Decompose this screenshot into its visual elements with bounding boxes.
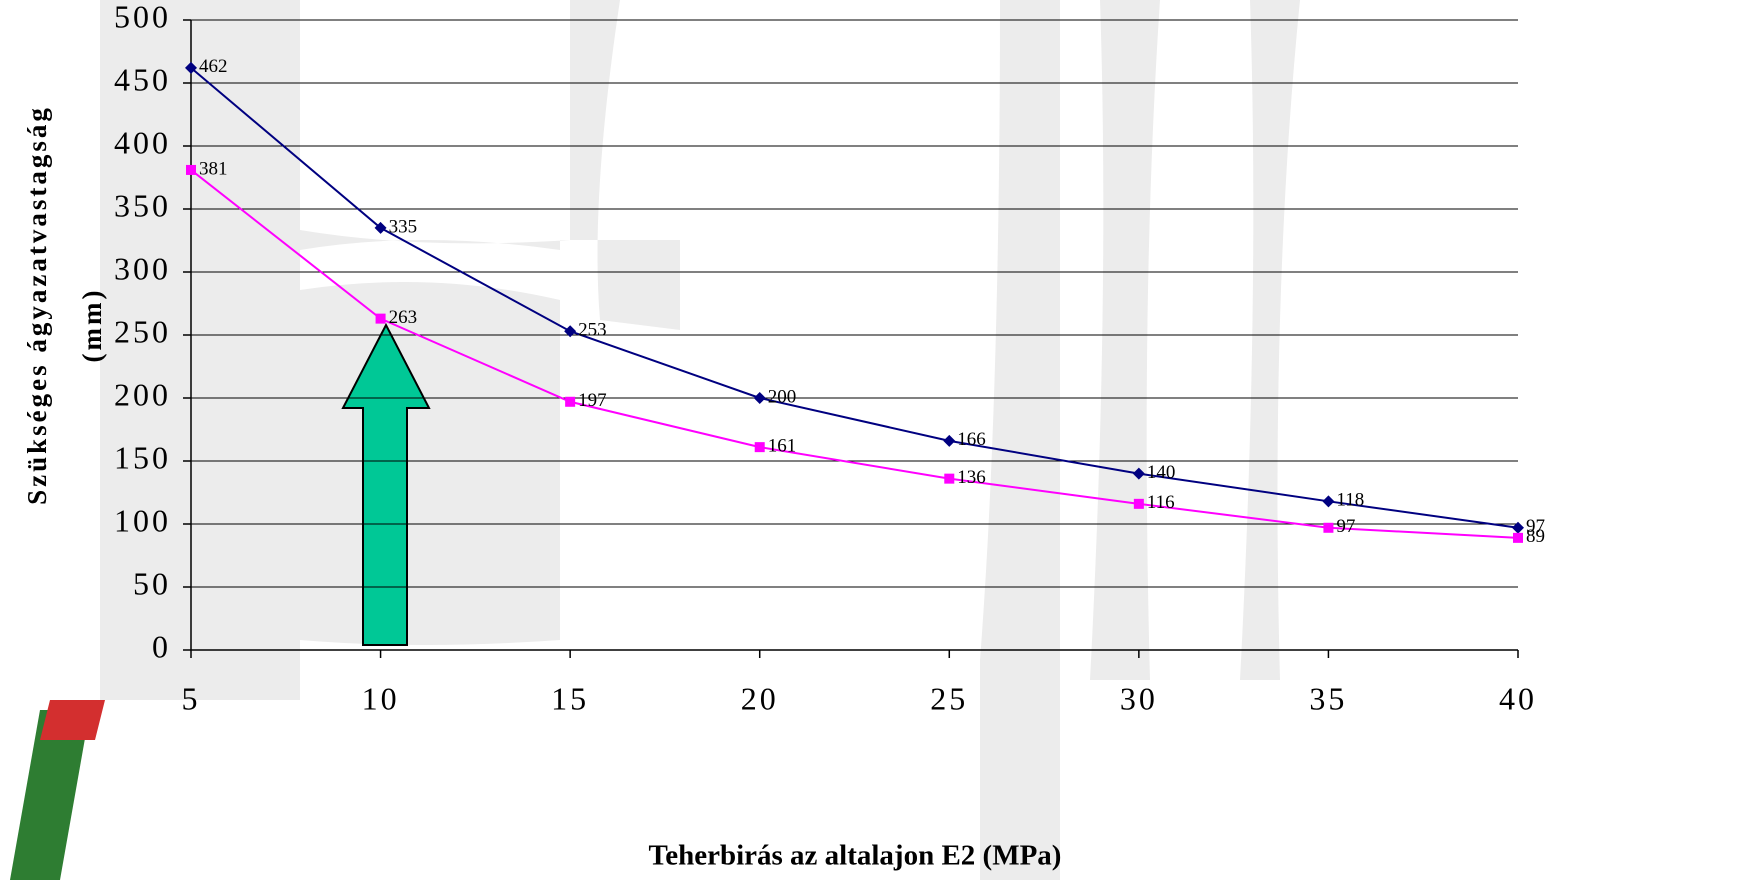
data-label: 200 (768, 386, 797, 407)
x-tick-label: 25 (930, 680, 968, 716)
marker (943, 435, 955, 447)
data-label: 136 (957, 467, 986, 488)
data-label: 335 (389, 216, 418, 237)
x-tick-label: 40 (1499, 680, 1537, 716)
x-axis-title: Teherbirás az altalajon E2 (MPa) (649, 840, 1062, 872)
y-tick-label: 200 (114, 376, 171, 412)
background-decoration (100, 0, 1300, 880)
data-label: 116 (1147, 492, 1175, 513)
marker (754, 392, 766, 404)
y-tick-label: 50 (133, 565, 171, 601)
data-label: 118 (1336, 490, 1364, 511)
logo (10, 700, 105, 880)
data-label: 166 (957, 429, 986, 450)
y-tick-label: 450 (114, 61, 171, 97)
data-label: 197 (578, 390, 607, 411)
data-label: 97 (1336, 516, 1355, 537)
x-tick-label: 5 (182, 680, 201, 716)
marker (565, 397, 575, 407)
marker (186, 165, 196, 175)
data-label: 161 (768, 435, 797, 456)
y-tick-label: 350 (114, 187, 171, 223)
y-tick-label: 0 (152, 628, 171, 664)
marker (944, 474, 954, 484)
marker (1323, 523, 1333, 533)
y-tick-label: 400 (114, 124, 171, 160)
y-tick-label: 300 (114, 250, 171, 286)
y-tick-label: 100 (114, 502, 171, 538)
y-axis-title: (mm) (77, 288, 107, 363)
marker (1322, 495, 1334, 507)
marker (376, 314, 386, 324)
marker (755, 442, 765, 452)
y-tick-label: 250 (114, 313, 171, 349)
data-label: 381 (199, 158, 228, 179)
y-tick-label: 500 (114, 0, 171, 34)
data-label: 140 (1147, 462, 1176, 483)
marker (1513, 533, 1523, 543)
y-axis-title: Szükséges ágyazatvastagság (22, 105, 52, 505)
x-tick-label: 35 (1309, 680, 1347, 716)
x-tick-label: 30 (1120, 680, 1158, 716)
data-label: 253 (578, 320, 607, 341)
chart: Szükséges ágyazatvastagság (mm) Teherbir… (0, 0, 1741, 880)
y-tick-label: 150 (114, 439, 171, 475)
marker (1134, 499, 1144, 509)
x-tick-label: 10 (362, 680, 400, 716)
data-label: 263 (389, 307, 418, 328)
x-tick-label: 20 (741, 680, 779, 716)
data-label: 462 (199, 56, 228, 77)
x-tick-label: 15 (551, 680, 589, 716)
data-label: 89 (1526, 526, 1545, 547)
